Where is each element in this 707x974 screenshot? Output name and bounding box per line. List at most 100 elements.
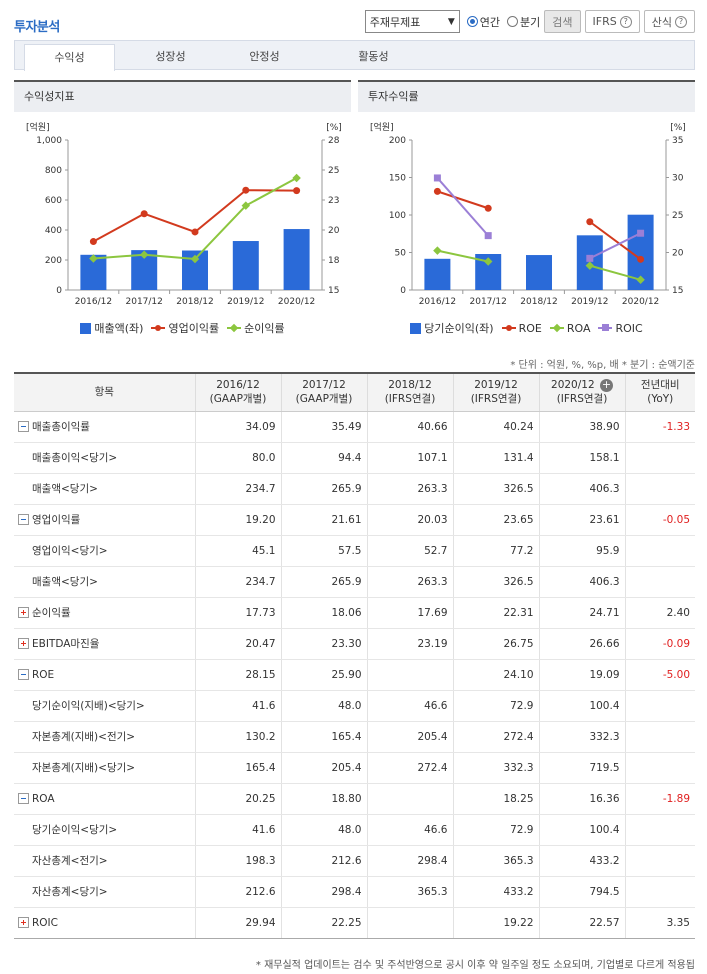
expand-icon[interactable] xyxy=(18,638,29,649)
unit-note: * 단위 : 억원, %, %p, 배 * 분기 : 순액기준 xyxy=(510,360,695,371)
x-tick-label: 2020/12 xyxy=(622,297,659,307)
series-line xyxy=(437,190,489,210)
row-label-text: 자산총계<전기> xyxy=(32,855,108,867)
collapse-icon[interactable] xyxy=(18,421,29,432)
header-year: 2017/12 xyxy=(302,379,346,392)
yoy-cell: 2.40 xyxy=(624,597,695,629)
left-axis-unit: [억원] xyxy=(26,121,50,133)
y-left-tick-label: 1,000 xyxy=(36,136,62,146)
row-label-text: ROE xyxy=(32,668,55,681)
line-point xyxy=(586,254,594,262)
line-legend-icon xyxy=(151,325,166,331)
table-cell: 100.4 xyxy=(538,690,625,722)
chart-title: 수익성지표 xyxy=(14,80,351,112)
help-icon: ? xyxy=(675,15,687,28)
line-point xyxy=(586,218,594,226)
legend-item[interactable]: ROA xyxy=(549,320,591,336)
ifrs-label: IFRS xyxy=(592,15,617,28)
profitability-chart-panel: 수익성지표 [억원] [%] 0 200 400 600 800 1,000 15 18 20 23 2… xyxy=(14,80,351,338)
radio-annual[interactable]: 연간 xyxy=(466,14,500,30)
line-point xyxy=(242,186,250,194)
line-legend-icon xyxy=(501,325,516,331)
x-tick-label: 2017/12 xyxy=(126,297,163,307)
table-cell: 263.3 xyxy=(366,566,453,598)
row-label-text: 매출총이익<당기> xyxy=(32,452,118,464)
x-tick-label: 2016/12 xyxy=(419,297,456,307)
yoy-cell xyxy=(624,876,695,908)
search-button[interactable]: 검색 xyxy=(544,10,581,33)
yoy-cell: -1.89 xyxy=(624,783,695,815)
table-cell: 40.66 xyxy=(366,411,453,443)
table-cell: 80.0 xyxy=(194,442,281,474)
table-cell: 165.4 xyxy=(194,752,281,784)
table-cell: 45.1 xyxy=(194,535,281,567)
radio-quarter[interactable]: 분기 xyxy=(507,14,540,30)
ifrs-help-button[interactable]: IFRS ? xyxy=(584,10,640,33)
tab-stability[interactable]: 안정성 xyxy=(249,50,280,63)
table-cell: 265.9 xyxy=(280,473,367,505)
legend-label: ROE xyxy=(518,321,542,335)
tab-growth[interactable]: 성장성 xyxy=(155,50,186,63)
legend-item[interactable]: ROE xyxy=(501,320,542,336)
table-row: 영업이익률 19.20 21.61 20.03 23.65 23.61 -0.05 xyxy=(14,504,695,536)
x-tick-label: 2020/12 xyxy=(278,297,315,307)
table-cell: 406.3 xyxy=(538,473,625,505)
table-row: 영업이익<당기> 45.1 57.5 52.7 77.2 95.9 xyxy=(14,535,695,567)
row-label: 매출액<당기> xyxy=(14,473,195,505)
legend-label: ROA xyxy=(566,321,591,335)
row-label-text: 자본총계(지배)<당기> xyxy=(32,762,136,774)
row-label-text: 매출액<당기> xyxy=(32,483,98,495)
collapse-icon[interactable] xyxy=(18,792,29,804)
y-right-tick-label: 25 xyxy=(672,211,683,221)
radio-on-icon xyxy=(466,16,478,27)
row-label: 매출총이익률 xyxy=(14,411,195,443)
statement-select[interactable]: 주재무제표 ▼ xyxy=(364,10,460,33)
header-col: 2017/12 (GAAP개별) xyxy=(280,372,367,412)
table-cell: 94.4 xyxy=(280,442,367,474)
formula-help-button[interactable]: 산식 ? xyxy=(643,10,695,33)
table-cell: 17.69 xyxy=(366,597,453,629)
bar xyxy=(232,241,259,290)
collapse-icon[interactable] xyxy=(18,668,29,680)
collapse-icon[interactable] xyxy=(18,514,29,525)
line-point xyxy=(636,275,645,285)
legend-label: 당기순이익(좌) xyxy=(424,322,494,335)
row-label-text: 영업이익률 xyxy=(32,514,81,526)
y-right-tick-label: 18 xyxy=(328,256,340,266)
expand-icon[interactable] xyxy=(18,916,29,928)
legend-item[interactable]: 영업이익률 xyxy=(151,320,219,336)
y-left-tick-label: 600 xyxy=(45,196,62,206)
legend-label: 매출액(좌) xyxy=(94,322,144,335)
line-point xyxy=(433,246,442,255)
bar-legend-icon xyxy=(80,322,92,334)
table-cell: 19.09 xyxy=(538,659,625,691)
row-label-text: 자본총계(지배)<전기> xyxy=(32,731,136,743)
line-point xyxy=(637,229,645,237)
table-cell: 34.09 xyxy=(194,411,281,443)
tab-activity[interactable]: 활동성 xyxy=(358,50,389,63)
tab-profitability[interactable]: 수익성 xyxy=(24,44,115,71)
yoy-cell xyxy=(624,721,695,753)
investment-return-chart: [억원] [%] 0 50 100 150 200 15 20 25 30 35 2016/12 2017… xyxy=(370,121,686,307)
table-cell: 25.90 xyxy=(280,659,367,691)
legend-item[interactable]: 당기순이익(좌) xyxy=(410,320,494,336)
right-axis-unit: [%] xyxy=(326,123,342,133)
line-point xyxy=(139,250,149,259)
add-column-icon[interactable]: + xyxy=(599,377,613,392)
bar xyxy=(283,229,310,290)
legend-item[interactable]: 매출액(좌) xyxy=(80,320,143,336)
expand-icon[interactable] xyxy=(18,607,29,618)
legend-item[interactable]: 순이익률 xyxy=(227,320,285,336)
table-cell: 72.9 xyxy=(452,690,539,722)
legend-label: 순이익률 xyxy=(244,322,285,335)
table-cell: 326.5 xyxy=(452,566,539,598)
line-point xyxy=(433,174,441,182)
table-cell: 263.3 xyxy=(366,473,453,505)
row-label: 자산총계<전기> xyxy=(14,845,195,877)
legend-item[interactable]: ROIC xyxy=(598,320,643,336)
table-cell: 100.4 xyxy=(538,814,625,846)
radio-off-icon xyxy=(507,16,519,27)
table-cell: 41.6 xyxy=(194,690,281,722)
table-cell: 212.6 xyxy=(280,845,367,877)
table-cell: 20.47 xyxy=(194,628,281,660)
